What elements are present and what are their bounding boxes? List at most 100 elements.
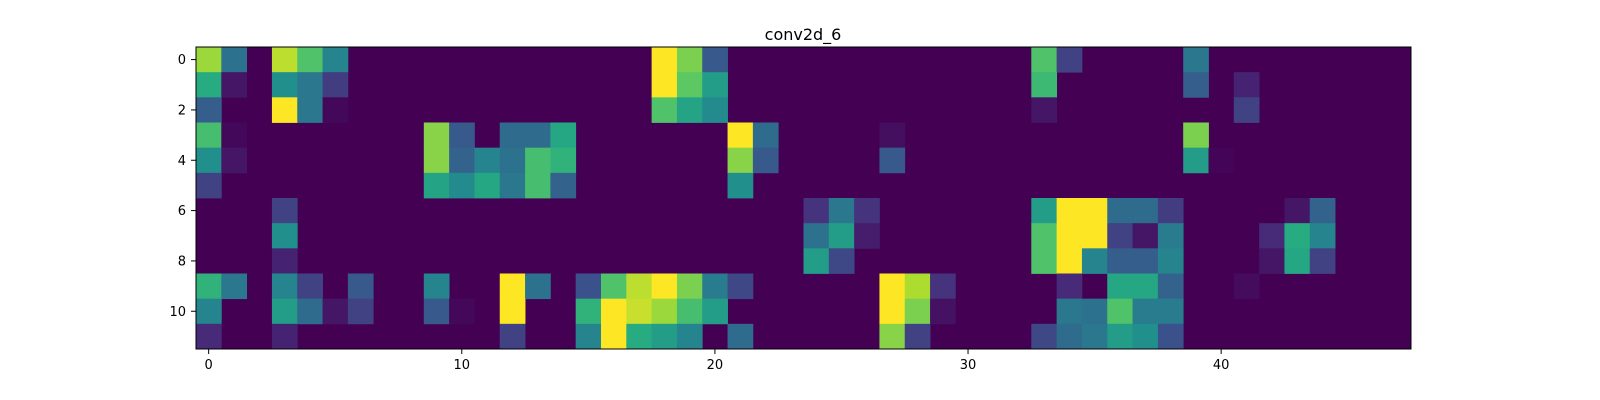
y-tick-label: 8 — [178, 254, 186, 269]
heatmap-cell — [930, 298, 956, 325]
heatmap-cell — [702, 298, 728, 325]
heatmap-cell — [676, 47, 703, 73]
heatmap-cell — [727, 147, 754, 174]
plot-frame — [195, 46, 1412, 350]
heatmap-cell — [221, 273, 248, 300]
heatmap-cell — [1132, 273, 1159, 300]
heatmap-cell — [828, 248, 855, 274]
heatmap-cell — [525, 122, 551, 149]
heatmap-cell — [1031, 223, 1058, 249]
heatmap-cell — [879, 323, 906, 350]
heatmap-cell — [1107, 223, 1133, 249]
heatmap-cell — [651, 47, 678, 73]
heatmap-cell — [1259, 248, 1285, 274]
heatmap-cell — [1309, 223, 1336, 249]
heatmap-cell — [196, 147, 222, 174]
heatmap-cell — [1081, 223, 1108, 249]
heatmap-cell — [879, 298, 906, 325]
heatmap-cell — [1157, 298, 1184, 325]
heatmap-cell — [1031, 323, 1058, 350]
heatmap-cell — [803, 248, 830, 274]
heatmap-cell — [1081, 298, 1108, 325]
heatmap-cell — [271, 198, 298, 224]
heatmap-cell — [626, 273, 653, 300]
heatmap-cell — [196, 323, 222, 350]
heatmap-cell — [803, 198, 830, 224]
heatmap-cell — [1157, 273, 1184, 300]
heatmap-cell — [1183, 147, 1209, 174]
x-tick-label: 0 — [205, 358, 213, 373]
x-tick-label: 20 — [707, 358, 724, 373]
heatmap-cell — [221, 47, 248, 73]
heatmap-cell — [297, 298, 323, 325]
heatmap-cell — [1056, 298, 1083, 325]
heatmap-cell — [1132, 248, 1159, 274]
heatmap-cell — [1309, 248, 1336, 274]
heatmap-cell — [575, 323, 602, 350]
heatmap-cell — [423, 122, 450, 149]
heatmap-cell — [423, 298, 450, 325]
heatmap-cell — [1157, 248, 1184, 274]
heatmap-cell — [1132, 323, 1159, 350]
heatmap-cell — [1132, 198, 1159, 224]
heatmap-cell — [1284, 198, 1311, 224]
heatmap-cell — [904, 298, 931, 325]
heatmap-cell — [474, 147, 501, 174]
heatmap-cell — [196, 72, 222, 98]
heatmap-cell — [752, 147, 779, 174]
heatmap-cell — [1107, 323, 1133, 350]
heatmap-cell — [854, 198, 880, 224]
heatmap-cell — [930, 273, 956, 300]
heatmap-cell — [322, 298, 349, 325]
heatmap-cell — [499, 273, 526, 300]
heatmap-cell — [322, 72, 349, 98]
heatmap-cell — [879, 122, 906, 149]
y-tick-label: 10 — [169, 305, 186, 320]
heatmap-cell — [271, 248, 298, 274]
heatmap-cell — [271, 323, 298, 350]
heatmap-cell — [1284, 223, 1311, 249]
heatmap-cell — [626, 323, 653, 350]
heatmap-cell — [271, 47, 298, 73]
heatmap-cell — [297, 273, 323, 300]
heatmap-cell — [1309, 198, 1336, 224]
heatmap-cell — [601, 323, 627, 350]
heatmap-cell — [1183, 122, 1209, 149]
heatmap-cell — [1233, 72, 1260, 98]
heatmap-cell — [499, 122, 526, 149]
heatmap-cell — [879, 273, 906, 300]
heatmap-cell — [449, 147, 475, 174]
heatmap-cell — [1208, 147, 1235, 174]
heatmap-cell — [550, 122, 577, 149]
heatmap-cell — [651, 298, 678, 325]
heatmap-cell — [423, 147, 450, 174]
heatmap-cell — [702, 97, 728, 123]
heatmap-cell — [221, 122, 248, 149]
heatmap-cell — [196, 122, 222, 149]
heatmap-cell — [601, 273, 627, 300]
y-tick-label: 0 — [178, 53, 186, 68]
heatmap-cell — [1132, 298, 1159, 325]
y-tick-label: 6 — [178, 204, 186, 219]
heatmap-cell — [702, 47, 728, 73]
heatmap-cell — [322, 47, 349, 73]
heatmap-cell — [1284, 248, 1311, 274]
heatmap-cell — [297, 72, 323, 98]
heatmap-cell — [196, 47, 222, 73]
heatmap-cell — [702, 72, 728, 98]
x-tick-label: 40 — [1213, 358, 1230, 373]
heatmap-cell — [828, 198, 855, 224]
heatmap-cell — [879, 147, 906, 174]
heatmap-cell — [1107, 298, 1133, 325]
heatmap-cell — [525, 147, 551, 174]
heatmap-cell — [676, 97, 703, 123]
heatmap-cell — [271, 72, 298, 98]
heatmap-cell — [1081, 323, 1108, 350]
heatmap-cell — [271, 223, 298, 249]
y-tick-label: 4 — [178, 154, 186, 169]
heatmap-cell — [1081, 248, 1108, 274]
heatmap-cell — [727, 172, 754, 199]
axes: 0 10 20 30 40 0 2 4 6 8 10 — [169, 46, 1412, 373]
heatmap-cell — [1056, 223, 1083, 249]
